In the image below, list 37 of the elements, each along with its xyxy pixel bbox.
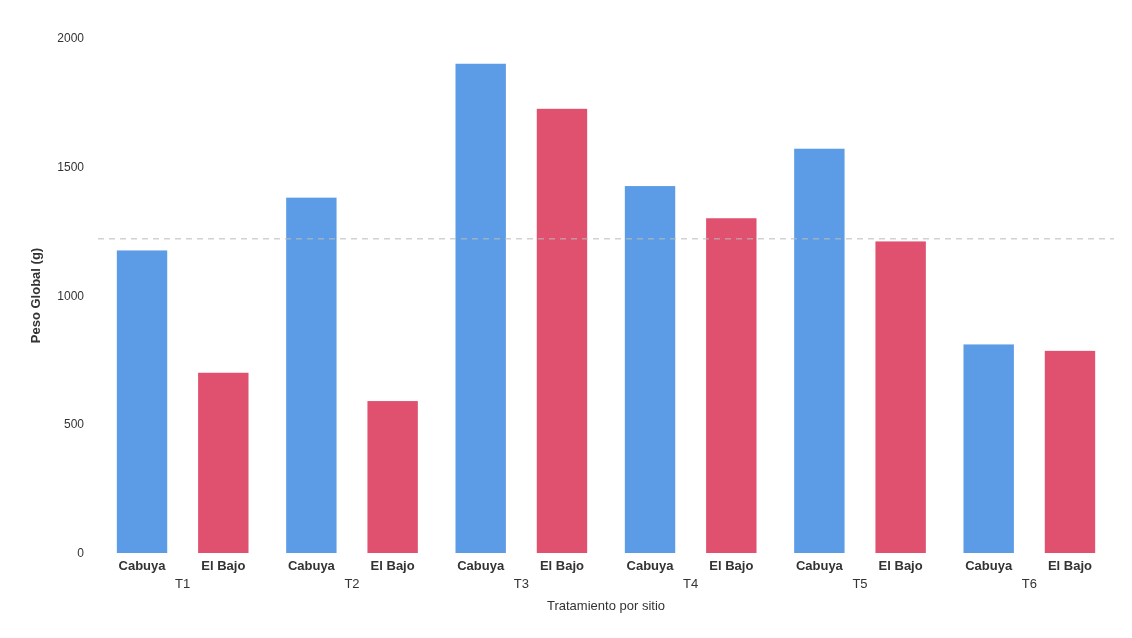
x-tick-label: T2 [344, 576, 360, 591]
y-tick-label: 1000 [57, 288, 85, 303]
x-tick-label: T5 [852, 576, 868, 591]
series-label: El Bajo [201, 558, 246, 573]
y-tick-label: 2000 [57, 31, 85, 46]
x-tick-label: T4 [683, 576, 699, 591]
bar [455, 63, 506, 553]
text: Cabuya [287, 558, 335, 573]
text: El Bajo [1047, 558, 1093, 573]
text: Cabuya [795, 558, 843, 573]
series-label: Cabuya [118, 558, 167, 573]
bar [624, 186, 676, 553]
text: Cabuya [626, 558, 674, 573]
bar [116, 250, 168, 553]
text: Cabuya [965, 558, 1013, 573]
x-axis-title: Tratamiento por sitio [546, 598, 666, 613]
text: Cabuya [457, 558, 505, 573]
bar [706, 218, 757, 553]
text: El Bajo [709, 558, 754, 573]
y-axis-title: Peso Global (g) [28, 247, 43, 344]
bar [198, 372, 249, 553]
bar [875, 241, 926, 553]
y-tick-label: 500 [63, 417, 85, 432]
x-tick-label: T6 [1021, 576, 1037, 591]
bar [367, 401, 418, 553]
bar [794, 148, 845, 553]
text: El Bajo [370, 558, 415, 573]
bar [536, 108, 588, 553]
y-tick-label: 1500 [57, 159, 85, 174]
y-tick-label: 0 [77, 546, 85, 561]
bar [286, 197, 337, 553]
x-tick-label: T3 [513, 576, 529, 591]
x-tick-label: T1 [175, 576, 191, 591]
text: El Bajo [878, 558, 923, 573]
bar [963, 344, 1014, 553]
bar [1044, 350, 1096, 553]
text: El Bajo [539, 558, 585, 573]
